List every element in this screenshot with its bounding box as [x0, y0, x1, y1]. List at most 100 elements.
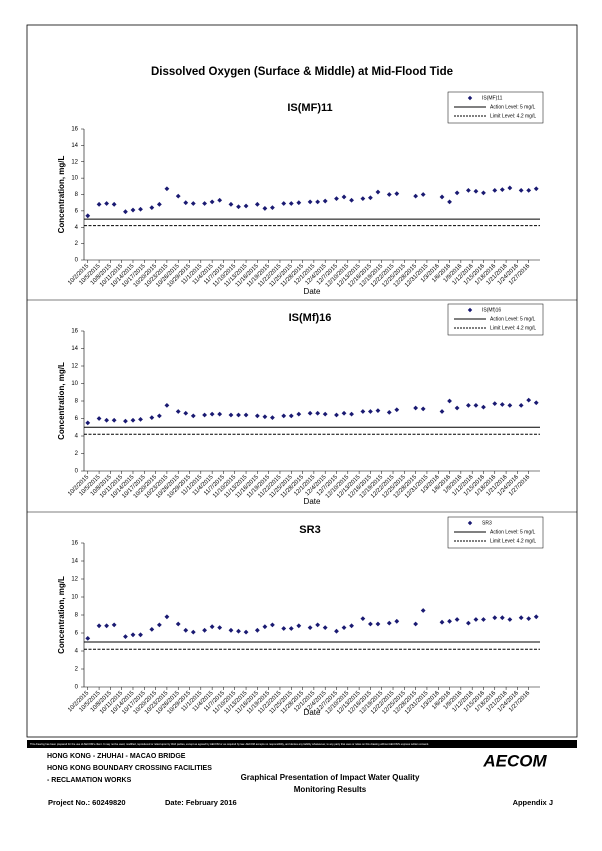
data-point — [85, 636, 91, 641]
data-point — [254, 201, 260, 207]
data-point — [96, 623, 102, 629]
project-line: HONG KONG - ZHUHAI - MACAO BRIDGE — [47, 753, 186, 760]
y-tick-label: 8 — [75, 613, 79, 619]
disclaimer: This drawing has been prepared for the u… — [30, 742, 429, 746]
data-point — [507, 402, 513, 408]
legend-box — [447, 303, 544, 336]
y-tick-label: 16 — [71, 541, 78, 547]
data-point — [315, 199, 321, 205]
data-point — [447, 618, 452, 624]
data-point — [175, 193, 181, 199]
data-point — [130, 632, 136, 638]
data-point — [492, 401, 498, 407]
data-point — [138, 206, 143, 212]
data-point — [454, 617, 460, 622]
data-point — [439, 409, 445, 414]
data-point — [209, 411, 215, 417]
y-tick-label: 2 — [75, 451, 79, 457]
data-point — [341, 410, 347, 416]
data-point — [138, 416, 143, 422]
x-axis-label: Date — [304, 497, 321, 506]
data-point — [296, 623, 302, 629]
data-point — [533, 186, 539, 192]
data-point — [164, 614, 170, 620]
data-point — [375, 621, 381, 627]
y-axis-label: Concentration, mg/L — [57, 156, 66, 234]
disclaimer-band — [27, 740, 577, 748]
data-point — [104, 201, 110, 206]
page-frame — [26, 24, 578, 738]
y-axis-label: Concentration, mg/L — [57, 362, 66, 440]
data-point — [254, 627, 260, 633]
data-point — [307, 199, 313, 205]
data-point — [420, 192, 426, 197]
data-point — [111, 201, 117, 207]
page-title: Dissolved Oxygen (Surface & Middle) at M… — [151, 66, 453, 78]
data-point — [413, 193, 419, 199]
data-point — [262, 414, 268, 420]
data-point — [526, 397, 532, 403]
data-point — [262, 624, 268, 630]
data-point — [156, 413, 162, 419]
data-point — [175, 409, 181, 414]
project-line: HONG KONG BOUNDARY CROSSING FACILITIES — [47, 765, 212, 772]
legend-label: Limit Level: 4.2 mg/L — [490, 325, 536, 331]
data-point — [360, 409, 366, 414]
data-point — [315, 410, 321, 416]
data-point — [518, 188, 524, 193]
data-point — [217, 197, 223, 203]
y-tick-label: 2 — [75, 667, 79, 673]
data-point — [526, 188, 532, 193]
data-point — [296, 411, 302, 417]
data-point — [281, 413, 287, 419]
legend-label: Action Level: 5 mg/L — [490, 104, 536, 110]
data-point — [149, 415, 155, 421]
data-point — [465, 620, 471, 626]
legend-marker — [467, 307, 473, 313]
data-point — [465, 188, 471, 193]
data-point — [111, 417, 117, 423]
data-point — [236, 204, 241, 210]
data-point — [481, 404, 486, 410]
y-tick-label: 4 — [75, 649, 79, 655]
data-point — [183, 627, 189, 633]
y-tick-label: 14 — [71, 143, 78, 149]
drawing-date: Date: February 2016 — [165, 798, 237, 807]
data-point — [386, 409, 392, 415]
data-point — [85, 213, 91, 219]
data-point — [96, 201, 102, 207]
data-point — [288, 626, 294, 631]
data-point — [518, 402, 524, 408]
data-point — [138, 632, 143, 638]
x-axis-label: Date — [304, 708, 321, 717]
data-point — [368, 621, 373, 627]
data-point — [288, 413, 294, 419]
data-point — [420, 608, 426, 613]
data-point — [360, 196, 366, 201]
data-point — [533, 614, 539, 620]
y-tick-label: 2 — [75, 241, 79, 247]
data-point — [334, 196, 339, 201]
data-point — [130, 207, 136, 213]
data-point — [473, 617, 479, 622]
y-tick-label: 0 — [75, 685, 79, 691]
data-point — [217, 625, 223, 630]
data-point — [156, 622, 162, 628]
data-point — [296, 200, 302, 206]
data-point — [243, 203, 249, 209]
data-point — [394, 407, 400, 413]
data-point — [156, 201, 162, 207]
y-tick-label: 10 — [71, 381, 78, 387]
data-point — [507, 185, 513, 191]
data-point — [281, 201, 287, 206]
data-point — [190, 413, 196, 419]
data-point — [270, 205, 275, 210]
y-tick-label: 4 — [75, 434, 79, 440]
data-point — [386, 620, 392, 626]
data-point — [217, 411, 223, 417]
y-tick-label: 6 — [75, 416, 79, 422]
data-point — [394, 191, 400, 197]
data-point — [183, 410, 189, 416]
data-point — [334, 412, 339, 418]
data-point — [413, 621, 419, 627]
